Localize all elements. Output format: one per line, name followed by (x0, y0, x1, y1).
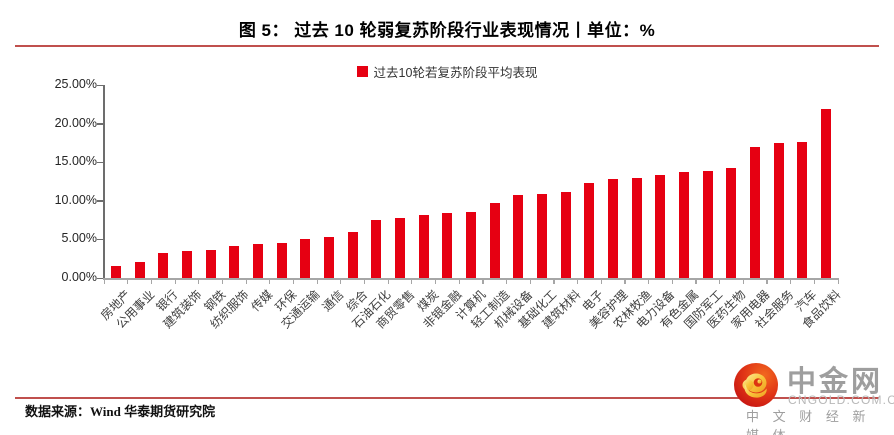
bar-公用事业 (134, 261, 145, 278)
bar-基础化工 (537, 193, 548, 278)
x-tick (316, 279, 318, 284)
x-tick (577, 279, 579, 284)
bar-计算机 (466, 212, 476, 278)
x-tick (387, 279, 389, 284)
x-tick (411, 279, 413, 284)
bar-社会服务 (773, 142, 784, 278)
x-tick (790, 279, 792, 284)
y-axis-label: 25.00% (54, 77, 97, 91)
x-tick (719, 279, 721, 284)
y-axis-label: 10.00% (54, 192, 97, 207)
y-tick (97, 200, 103, 202)
y-axis-label: 15.00% (54, 154, 97, 169)
bar-美容护理 (608, 179, 619, 278)
y-axis-labels: 25.00% 20.00% 15.00% 10.00% 5.00% 0.00% (20, 20, 97, 320)
x-tick (600, 279, 602, 284)
bar-交通运输 (300, 239, 311, 278)
bar-医药生物 (726, 168, 737, 278)
x-tick (529, 279, 531, 284)
x-tick (340, 279, 342, 284)
x-tick (624, 279, 626, 284)
cngold-logo-domain: CNGOLD.COM.CN (788, 393, 894, 407)
chart-legend: 过去10轮若复苏阶段平均表现 (0, 62, 894, 81)
x-axis-line (103, 278, 839, 280)
bar-机械设备 (513, 194, 524, 278)
x-tick (221, 279, 224, 284)
x-tick (553, 279, 555, 284)
y-axis-label: 0.00% (61, 270, 97, 284)
bar-轻工制造 (489, 203, 500, 278)
cngold-logo-tagline: 中 文 财 经 新 媒 体 (746, 409, 871, 435)
x-tick (766, 279, 768, 284)
y-tick (97, 84, 103, 86)
x-tick (103, 279, 105, 284)
bar-纺织服饰 (229, 245, 240, 278)
bar-建筑装饰 (181, 250, 192, 278)
bar-传媒 (252, 244, 263, 278)
y-tick (97, 123, 103, 125)
x-tick (127, 279, 129, 284)
x-tick (245, 279, 247, 284)
x-tick (269, 279, 271, 284)
bar-房地产 (110, 266, 121, 278)
x-tick (434, 279, 437, 284)
y-tick (97, 161, 103, 164)
x-tick (174, 279, 176, 284)
footer-divider (15, 397, 879, 399)
bar-农林牧渔 (631, 178, 642, 278)
y-tick (97, 238, 103, 241)
bar-建筑材料 (560, 192, 571, 278)
x-tick (150, 279, 153, 284)
bar-非银金融 (442, 213, 453, 278)
bar-钢铁 (205, 250, 216, 278)
bar-有色金属 (679, 172, 690, 278)
bar-电子 (584, 183, 595, 278)
x-tick (198, 279, 200, 284)
bar-汽车 (797, 142, 808, 278)
legend-label: 过去10轮若复苏阶段平均表现 (373, 66, 538, 80)
bar-商贸零售 (394, 217, 405, 278)
bar-国防军工 (702, 170, 713, 278)
x-tick (506, 279, 508, 284)
bar-环保 (276, 243, 287, 278)
bar-通信 (323, 237, 334, 278)
legend-swatch-icon (356, 66, 368, 77)
cngold-logo-name: 中金网 (787, 366, 884, 398)
x-tick (671, 279, 673, 284)
x-tick (363, 279, 366, 284)
y-axis-label: 20.00% (54, 115, 97, 130)
x-tick (292, 279, 295, 284)
x-tick (813, 279, 815, 284)
chart-title: 图 5： 过去 10 轮弱复苏阶段行业表现情况丨单位：% (238, 21, 656, 40)
y-axis-label: 5.00% (61, 231, 97, 246)
bar-煤炭 (418, 214, 429, 278)
x-tick (648, 279, 650, 284)
cngold-cloud-icon (734, 363, 778, 407)
title-divider (15, 45, 879, 47)
bar-石油石化 (371, 220, 382, 278)
bar-银行 (158, 252, 169, 278)
x-tick (458, 279, 460, 284)
bar-食品饮料 (821, 108, 832, 278)
bar-家用电器 (750, 146, 761, 278)
x-tick (742, 279, 744, 284)
y-tick (97, 277, 103, 279)
x-tick (695, 279, 697, 284)
x-tick (482, 279, 484, 284)
x-tick (837, 279, 839, 284)
bar-电力设备 (655, 175, 666, 278)
y-axis-line (103, 85, 105, 279)
data-source-note: 数据来源：Wind 华泰期货研究院 (25, 404, 216, 419)
plot-area (104, 85, 838, 278)
bar-综合 (347, 232, 358, 278)
